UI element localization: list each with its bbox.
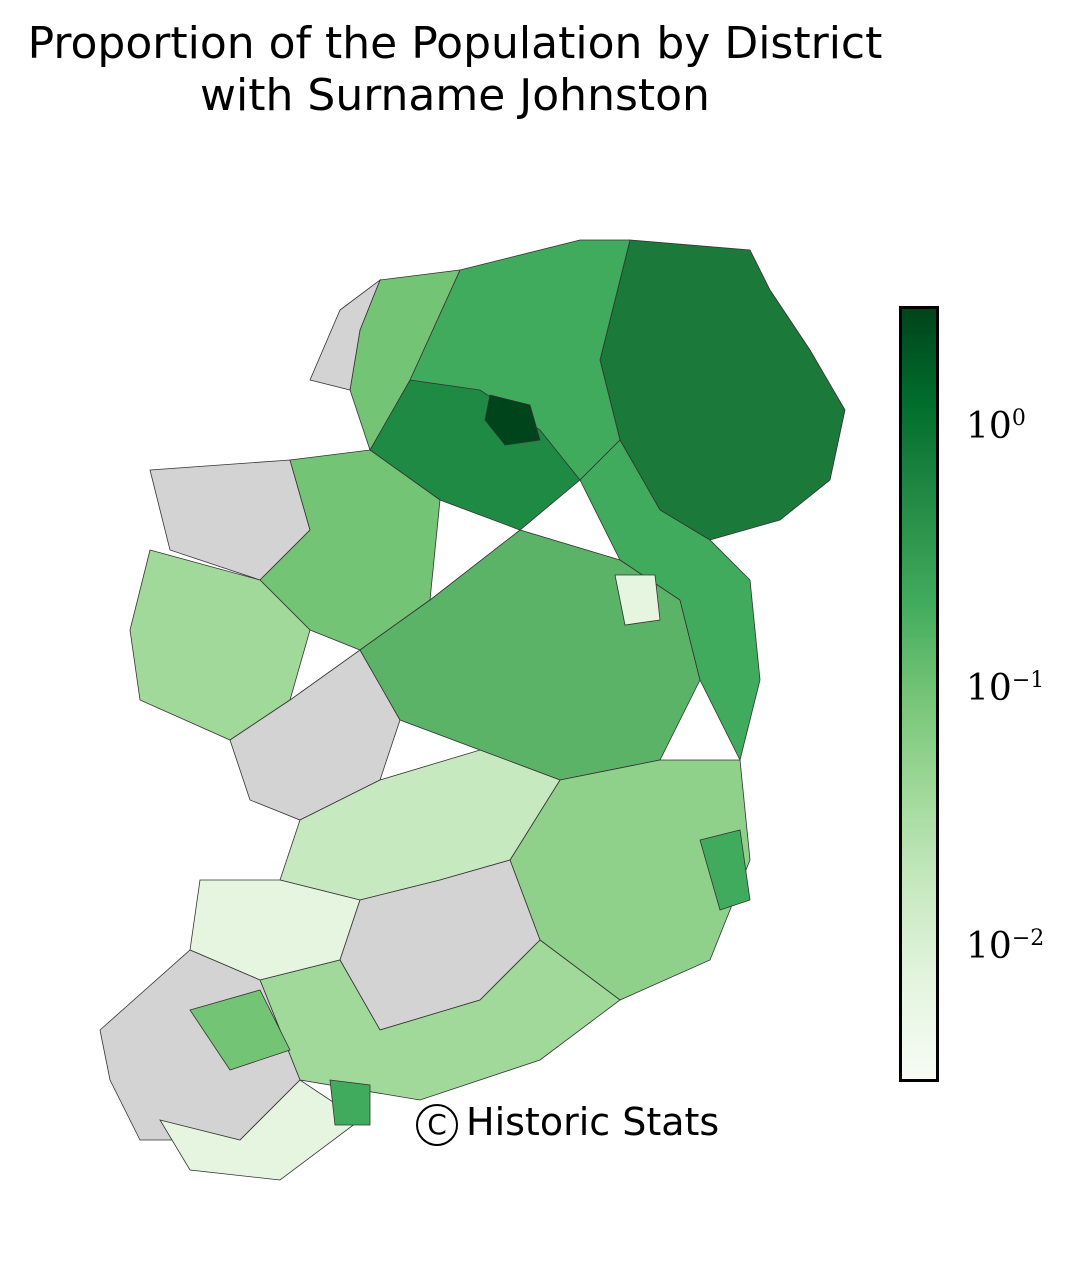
region-kerry-light [189,989,291,1071]
region-no-data-nw [309,278,381,391]
colorbar-tick-label-2: 10−1 [966,668,1045,709]
map-svg [99,239,846,1181]
colorbar-tick-label-3: 10−2 [966,926,1045,967]
title-line-1: Proportion of the Population by District [27,18,883,69]
region-cork-accent [329,1079,371,1126]
title-line-2: with Surname Johnston [200,70,710,121]
copyright-icon: C [416,1103,458,1146]
region-faint-east [614,574,661,626]
chart-title: Proportion of the Population by District… [0,18,910,122]
colorbar-tick-label-1: 100 [966,406,1026,447]
region-galway-nodata [229,649,401,821]
copyright: C Historic Stats [416,1100,719,1146]
region-wicklow [699,829,751,911]
ireland-map [60,180,860,1214]
colorbar [899,306,939,1082]
region-darkest [484,394,541,446]
copyright-text: Historic Stats [466,1100,720,1144]
